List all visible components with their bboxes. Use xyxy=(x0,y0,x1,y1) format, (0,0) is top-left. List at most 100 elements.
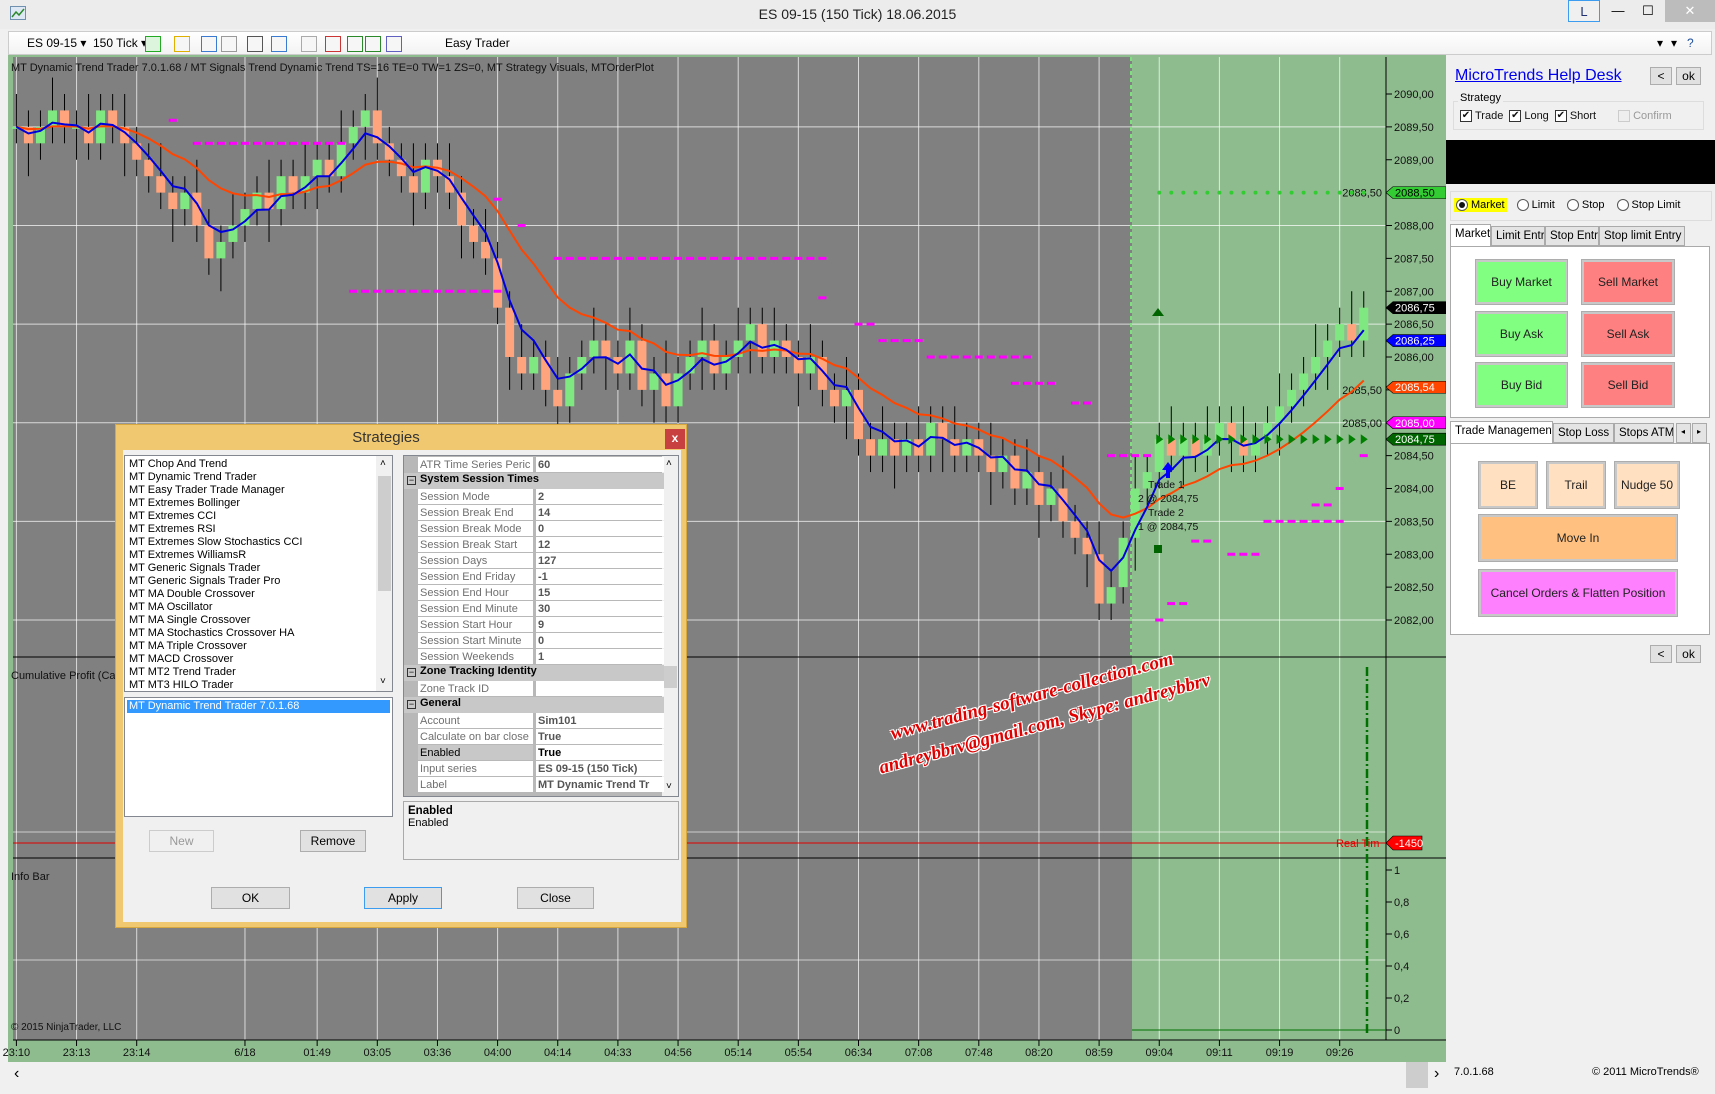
strategy-list-item[interactable]: MT Extremes Bollinger xyxy=(129,497,241,509)
strategy-list-item[interactable]: MT Extremes CCI xyxy=(129,510,217,522)
candlestick-icon[interactable] xyxy=(145,36,161,52)
radio-stop[interactable]: Stop xyxy=(1565,198,1607,212)
scroll-left-icon[interactable]: ‹ xyxy=(14,1065,20,1082)
property-row[interactable]: Session Mode 2 xyxy=(404,489,664,505)
move-in-button[interactable]: Move In xyxy=(1478,514,1678,562)
property-row[interactable]: Account Sim101 xyxy=(404,713,664,729)
remove-button[interactable]: Remove xyxy=(300,830,366,852)
tab-market[interactable]: Market xyxy=(1450,224,1491,246)
scroll-up-icon[interactable]: ˄ xyxy=(380,458,386,469)
zoom-in-icon[interactable] xyxy=(201,36,217,52)
property-value[interactable]: ES 09-15 (150 Tick) xyxy=(536,761,664,776)
property-value[interactable]: 15 xyxy=(536,585,664,600)
scroll-down-icon[interactable]: ˅ xyxy=(666,781,672,792)
property-value[interactable] xyxy=(536,681,664,696)
property-row[interactable]: Session Break Start 12 xyxy=(404,537,664,553)
property-value[interactable]: MT Dynamic Trend Tr xyxy=(536,777,664,792)
tab-stop-entry[interactable]: Stop Entry xyxy=(1545,226,1599,246)
tab-stop-limit-entry[interactable]: Stop limit Entry xyxy=(1599,226,1685,246)
configured-strategy-item[interactable]: MT Dynamic Trend Trader 7.0.1.68 xyxy=(127,700,390,713)
sell-button[interactable]: Sell Ask xyxy=(1581,311,1675,357)
tab-scroll-right-icon[interactable]: ▸ xyxy=(1692,423,1707,443)
property-value[interactable]: 30 xyxy=(536,601,664,616)
tab-stop-loss[interactable]: Stop Loss xyxy=(1553,423,1614,443)
property-grid[interactable]: ˄ ˅ ATR Time Series Peric 60− System Sessi… xyxy=(403,455,679,797)
strategy-list-item[interactable]: MT MA Double Crossover xyxy=(129,588,255,600)
property-value[interactable]: -1 xyxy=(536,569,664,584)
checkbox-confirm[interactable]: Confirm xyxy=(1618,110,1672,123)
dialog-close-text-button[interactable]: Close xyxy=(517,887,594,909)
property-row[interactable]: Label MT Dynamic Trend Tr xyxy=(404,777,664,793)
easy-trader-button[interactable]: Easy Trader xyxy=(445,36,510,50)
dialog-ok-button[interactable]: OK xyxy=(211,887,290,909)
buy-button[interactable]: Buy Market xyxy=(1475,259,1568,305)
strategy-list-item[interactable]: MT MT3 HILO Trader xyxy=(129,679,234,691)
property-value[interactable]: 2 xyxy=(536,489,664,504)
dialog-apply-button[interactable]: Apply xyxy=(364,887,442,909)
property-value[interactable]: 9 xyxy=(536,617,664,632)
property-value[interactable]: 0 xyxy=(536,521,664,536)
strategy-list-item[interactable]: MT MT2 Trend Trader xyxy=(129,666,236,678)
scroll-up-icon[interactable]: ˄ xyxy=(666,458,672,469)
sell-button[interactable]: Sell Bid xyxy=(1581,362,1675,408)
list-scrollbar[interactable]: ˄ ˅ xyxy=(376,456,392,691)
strategy-list-item[interactable]: MT MA Stochastics Crossover HA xyxy=(129,627,295,639)
strategy-list-item[interactable]: MT Dynamic Trend Trader xyxy=(129,471,257,483)
dialog-close-button[interactable]: x xyxy=(665,429,685,449)
property-row[interactable]: Calculate on bar close True xyxy=(404,729,664,745)
scroll-thumb[interactable] xyxy=(1406,1062,1428,1088)
tab-stops-atm[interactable]: Stops ATM xyxy=(1614,423,1674,443)
dropdown-arrow-icon[interactable]: ▾ xyxy=(1657,36,1664,50)
indicators-icon[interactable] xyxy=(325,36,341,52)
properties-icon[interactable] xyxy=(301,36,317,52)
collapse-icon[interactable]: − xyxy=(407,699,416,709)
help-desk-link[interactable]: MicroTrends Help Desk xyxy=(1455,67,1622,84)
property-row[interactable]: Session End Hour 15 xyxy=(404,585,664,601)
property-row[interactable]: Enabled True xyxy=(404,745,664,761)
property-row[interactable]: Session Break End 14 xyxy=(404,505,664,521)
radio-market[interactable]: Market xyxy=(1454,198,1507,212)
strategy-list-item[interactable]: MT MA Triple Crossover xyxy=(129,640,247,652)
data-box-icon[interactable] xyxy=(386,36,402,52)
mgmt-button-nudge-50[interactable]: Nudge 50 xyxy=(1614,461,1680,509)
strategy-list-item[interactable]: MT Easy Trader Trade Manager xyxy=(129,484,285,496)
available-strategies-list[interactable]: ˄ ˅ MT Chop And Trend MT Dynamic Trend Tr… xyxy=(124,455,393,692)
dropdown-arrow-icon[interactable]: ▾ xyxy=(1671,36,1678,50)
collapse-icon[interactable]: − xyxy=(407,475,416,485)
scroll-down-icon[interactable]: ˅ xyxy=(380,676,386,687)
checkbox-long[interactable]: ✔ Long xyxy=(1509,110,1549,123)
horizontal-scrollbar[interactable]: ‹ › xyxy=(8,1062,1446,1088)
property-value[interactable]: Sim101 xyxy=(536,713,664,728)
strategy-list-item[interactable]: MT Chop And Trend xyxy=(129,458,228,470)
property-value[interactable]: 60 xyxy=(536,457,664,472)
property-row[interactable]: Zone Track ID xyxy=(404,681,664,697)
zoom-out-icon[interactable] xyxy=(221,36,237,52)
interval-dropdown[interactable]: 150 Tick ▾ xyxy=(93,36,148,50)
property-row[interactable]: Session Weekends 1 xyxy=(404,649,664,665)
strategy-list-item[interactable]: MT Extremes WilliamsR xyxy=(129,549,247,561)
property-row[interactable]: Session Start Hour 9 xyxy=(404,617,664,633)
property-row[interactable]: Session Days 127 xyxy=(404,553,664,569)
buy-button[interactable]: Buy Bid xyxy=(1475,362,1568,408)
radio-limit[interactable]: Limit xyxy=(1515,198,1557,212)
new-button[interactable]: New xyxy=(149,830,214,852)
strategy-list-item[interactable]: MT MA Single Crossover xyxy=(129,614,251,626)
property-value[interactable]: 12 xyxy=(536,537,664,552)
sell-button[interactable]: Sell Market xyxy=(1581,259,1675,305)
tab-limit-entry[interactable]: Limit Entry xyxy=(1491,226,1545,246)
property-row[interactable]: Session End Minute 30 xyxy=(404,601,664,617)
help-button[interactable]: ? xyxy=(1687,36,1694,50)
grid-scrollbar[interactable]: ˄ ˅ xyxy=(662,456,678,796)
ok-button-bottom[interactable]: ok xyxy=(1676,645,1701,663)
minimize-button[interactable]: — xyxy=(1611,3,1625,18)
back-button[interactable]: < xyxy=(1650,67,1672,85)
instrument-dropdown[interactable]: ES 09-15 ▾ xyxy=(27,36,87,50)
back-button-bottom[interactable]: < xyxy=(1650,645,1672,663)
property-value[interactable]: 1 xyxy=(536,649,664,664)
property-value[interactable]: True xyxy=(536,729,664,744)
ok-button[interactable]: ok xyxy=(1676,67,1701,85)
property-value[interactable]: 14 xyxy=(536,505,664,520)
maximize-button[interactable]: ☐ xyxy=(1642,3,1654,18)
close-button[interactable]: ✕ xyxy=(1665,0,1715,22)
property-value[interactable]: True xyxy=(536,745,664,760)
